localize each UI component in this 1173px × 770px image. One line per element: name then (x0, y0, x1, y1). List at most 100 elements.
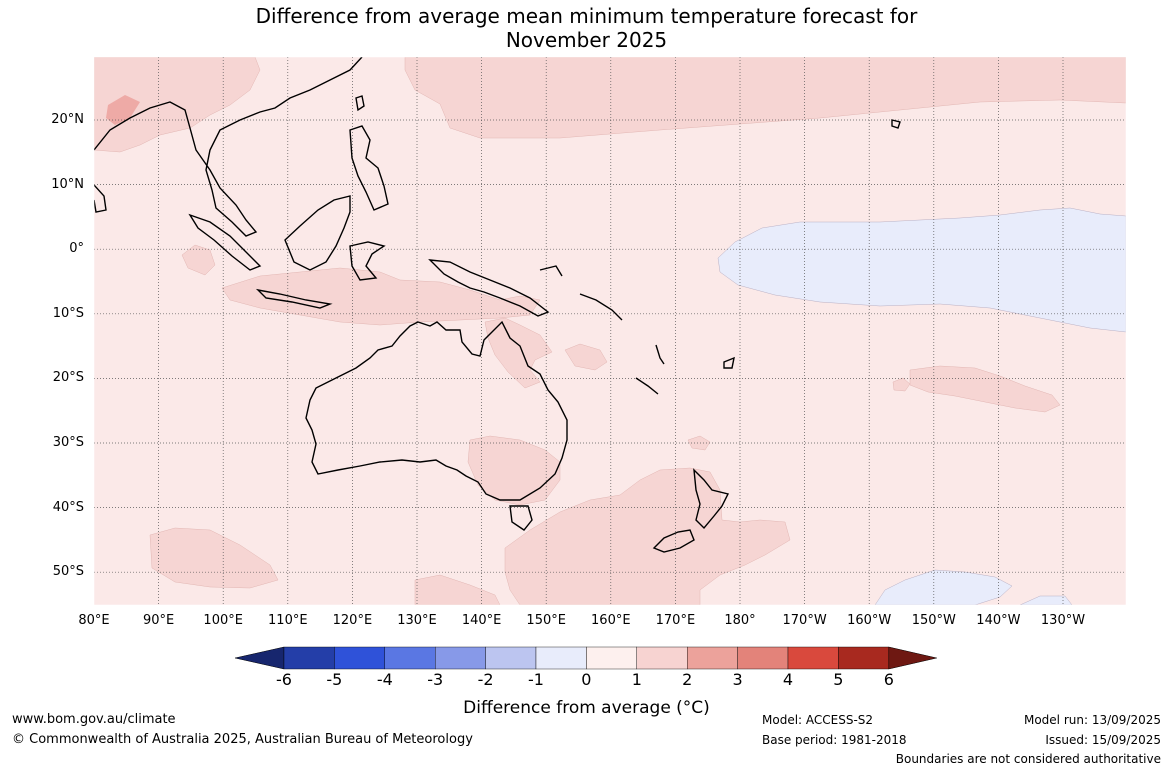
coast-sulawesi (349, 241, 386, 281)
colorbar-tick-label: -5 (326, 670, 343, 689)
latitude-tick-label: 30°S (52, 435, 84, 450)
longitude-tick-label: 180° (724, 613, 756, 628)
coast-new-guinea (428, 259, 550, 317)
warm-region-coral-sea (484, 317, 553, 389)
coast-borneo (284, 195, 351, 271)
warm-region-tasman (687, 435, 711, 451)
coast-australia (305, 320, 568, 501)
colorbar-tick-label: 6 (883, 670, 894, 689)
footer-base-period: Base period: 1981-2018 (762, 733, 907, 747)
coast-solomons (579, 293, 623, 321)
footer-boundaries: Boundaries are not considered authoritat… (895, 752, 1161, 766)
longitude-tick-label: 110°E (268, 613, 308, 628)
latitude-tick-label: 20°S (52, 370, 84, 386)
longitude-tick-label: 160°E (591, 613, 631, 628)
colorbar-segment (787, 646, 839, 670)
colorbar-tick-label: 1 (631, 670, 642, 689)
title-line-1: Difference from average mean minimum tem… (255, 4, 918, 28)
colorbar-tick-label: 4 (782, 670, 794, 689)
latitude-tick-label: 0° (69, 241, 84, 257)
longitude-tick-label: 130°E (397, 613, 437, 628)
warm-region-south-pacific (909, 365, 1061, 413)
map-frame (93, 56, 1127, 606)
colorbar-segment (435, 646, 486, 670)
coast-hawaii (891, 119, 901, 129)
warm-region-new-zealand (504, 467, 791, 605)
longitude-tick-label: 170°E (655, 613, 696, 628)
colorbar-segment (283, 646, 335, 670)
coast-new-caledonia (635, 377, 659, 395)
latitude-tick-label: 50°S (52, 564, 84, 580)
colorbar-segment (838, 646, 890, 670)
coast-java (255, 288, 333, 309)
coast-new-zealand-south (652, 529, 695, 553)
coast-new-britain (539, 265, 563, 277)
coast-new-zealand-north (693, 468, 730, 530)
warm-region-fiji (564, 343, 608, 371)
coast-taiwan (355, 95, 365, 112)
longitude-tick-label: 100°E (203, 613, 243, 628)
colorbar-segment (334, 646, 385, 670)
colorbar-segment (485, 646, 537, 670)
colorbar-tick-label: -3 (427, 670, 444, 689)
colorbar-segment (586, 646, 638, 670)
colorbar-tick-label: 3 (732, 670, 743, 689)
colorbar-segment (636, 646, 688, 670)
warmer-anomaly-region (106, 95, 140, 125)
colorbar-over-arrow (888, 646, 937, 670)
latitude-tick-label: 10°S (52, 305, 84, 321)
warm-region-asia (94, 57, 261, 153)
longitude-tick-label: 150°W (911, 613, 956, 628)
latitude-tick-label: 40°S (52, 499, 84, 515)
longitude-tick-label: 120°E (332, 613, 373, 628)
longitude-tick-label: 150°E (526, 613, 566, 628)
longitude-tick-label: 140°W (976, 613, 1021, 628)
cool-anomaly-regions (717, 207, 1126, 605)
longitude-tick-label: 160°W (847, 613, 892, 628)
longitude-tick-label: 80°E (78, 613, 110, 628)
map-title: Difference from average mean minimum tem… (0, 4, 1173, 52)
longitude-tick-label: 140°E (461, 613, 502, 628)
latitude-tick-label: 10°N (51, 176, 84, 192)
map-area (94, 57, 1126, 605)
colorbar-label: Difference from average (°C) (463, 698, 710, 718)
colorbar-under-arrow (234, 646, 285, 670)
colorbar (234, 646, 937, 670)
cool-region-southern-ocean-east (1019, 595, 1073, 605)
coast-india-south (94, 184, 107, 213)
coast-tasmania (509, 505, 533, 531)
footer-model: Model: ACCESS-S2 (762, 713, 874, 727)
colorbar-tick-label: 5 (833, 670, 844, 689)
colorbar-segment (737, 646, 789, 670)
coast-fiji (723, 356, 735, 369)
warm-anomaly-regions (94, 57, 1126, 605)
colorbar-segment (384, 646, 436, 670)
warm-region-png (181, 244, 216, 276)
colorbar-segment (687, 646, 738, 670)
coast-philippines (349, 125, 389, 211)
title-line-2: November 2025 (505, 28, 668, 52)
colorbar-tick-label: -6 (276, 670, 292, 689)
longitude-tick-label: 130°W (1040, 613, 1086, 628)
coast-asia-mainland (94, 57, 363, 237)
footer-issued: Issued: 15/09/2025 (1045, 733, 1161, 747)
colorbar-segment (535, 646, 587, 670)
warm-region-southwest (149, 527, 279, 589)
warm-region-north-pacific (404, 57, 1126, 139)
colorbar-tick-label: -2 (477, 670, 494, 689)
footer-model-run: Model run: 13/09/2025 (1023, 713, 1161, 727)
coastlines (94, 57, 901, 553)
colorbar-tick-label: 2 (682, 670, 693, 689)
footer-url: www.bom.gov.au/climate (12, 712, 176, 727)
footer-copyright: © Commonwealth of Australia 2025, Austra… (12, 732, 473, 747)
latitude-tick-label: 20°N (51, 112, 84, 127)
colorbar-tick-label: -4 (376, 670, 393, 689)
coast-vanuatu (655, 344, 665, 365)
cool-region-southern-ocean (874, 569, 1013, 605)
colorbar-tick-label: -1 (528, 670, 544, 689)
coast-sumatra (188, 213, 262, 271)
warm-region-southern-ocean (414, 574, 501, 605)
longitude-tick-label: 170°W (782, 613, 827, 628)
longitude-tick-label: 90°E (142, 613, 175, 628)
